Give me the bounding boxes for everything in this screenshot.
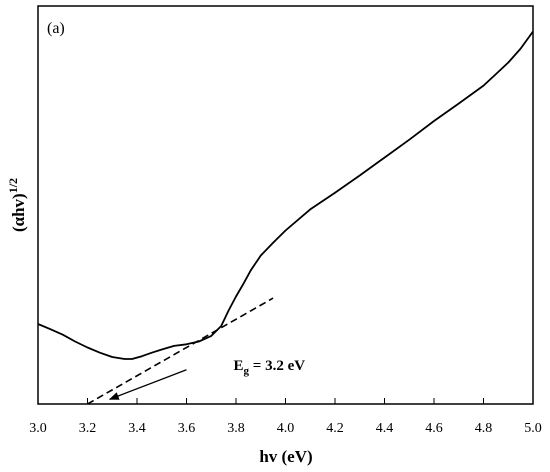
x-tick-label: 4.8 [475, 421, 493, 436]
x-tick-label: 3.6 [178, 421, 196, 436]
x-axis-title: hv (eV) [259, 447, 312, 466]
panel-label: (a) [47, 20, 65, 37]
annotation: Eg = 3.2 eV [108, 358, 306, 400]
x-tick-label: 4.2 [326, 421, 344, 436]
x-tick-label: 3.2 [79, 421, 97, 436]
annotation-label: Eg = 3.2 eV [234, 358, 306, 377]
plot-frame [37, 5, 534, 405]
x-tick-label: 4.4 [376, 421, 394, 436]
series-layer [37, 30, 534, 405]
x-tick-label: 3.4 [128, 421, 146, 436]
x-axis-ticks: 3.0 3.2 3.4 3.6 3.8 4.0 4.2 4.4 4.6 4.8 5.0 [29, 398, 542, 436]
absorption-curve [37, 30, 534, 360]
y-axis-title: (αhv)1/2 [6, 178, 28, 232]
x-tick-label: 4.0 [277, 421, 295, 436]
extrapolation-line [87, 297, 274, 405]
annotation-arrow [108, 369, 187, 400]
x-tick-label: 3.0 [29, 421, 47, 436]
x-tick-label: 4.6 [425, 421, 443, 436]
x-tick-label: 5.0 [524, 421, 542, 436]
x-tick-label: 3.8 [227, 421, 245, 436]
